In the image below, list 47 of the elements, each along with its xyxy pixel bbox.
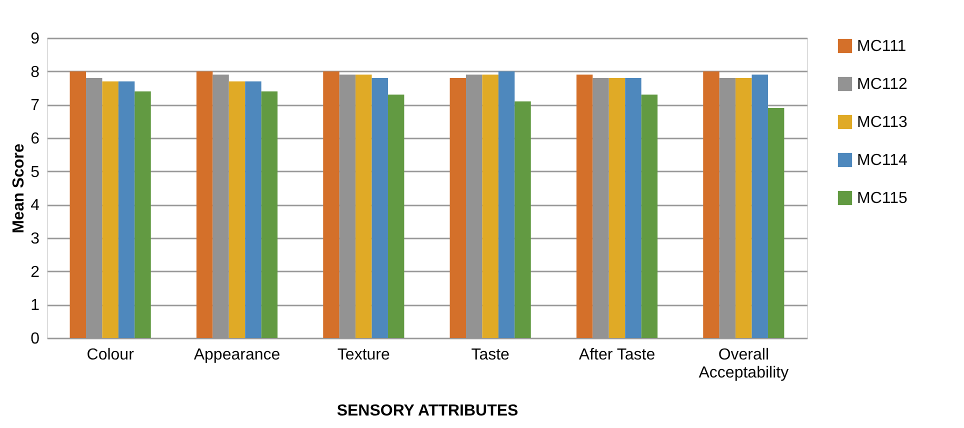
- y-tick-label: 5: [30, 164, 40, 181]
- bar: [736, 78, 752, 338]
- bar: [372, 78, 388, 338]
- bar: [356, 74, 372, 338]
- bar: [102, 81, 118, 338]
- x-tick-label: After Taste: [578, 346, 656, 364]
- x-tick-label: Appearance: [194, 346, 280, 364]
- bar: [482, 74, 498, 338]
- bar: [752, 74, 768, 338]
- y-tick-label: 2: [30, 264, 40, 281]
- bar: [261, 91, 278, 338]
- x-tick-label: Colour: [86, 346, 135, 364]
- y-tick-label: 9: [30, 30, 40, 48]
- x-tick-label: Taste: [471, 346, 510, 364]
- y-tick-label: 7: [30, 97, 40, 114]
- bar: [245, 81, 262, 338]
- legend-label: MC112: [857, 76, 908, 93]
- bar: [70, 71, 86, 338]
- bar: [388, 94, 404, 338]
- y-tick-label: 8: [30, 64, 40, 81]
- y-tick-label: 0: [30, 330, 40, 348]
- y-axis-title: Mean Score: [10, 143, 28, 234]
- legend-label: MC114: [857, 152, 908, 169]
- y-tick-label: 6: [30, 130, 40, 148]
- x-tick-label: Overall Acceptability: [698, 346, 789, 382]
- legend-label: MC113: [857, 114, 908, 131]
- y-tick-label: 3: [30, 230, 40, 248]
- legend-label: MC111: [857, 38, 906, 55]
- x-tick-label: Texture: [337, 346, 390, 364]
- bar: [450, 78, 466, 338]
- bar: [514, 101, 531, 338]
- bar: [228, 81, 246, 338]
- bar: [641, 94, 658, 338]
- y-tick-label: 4: [30, 197, 40, 214]
- bar: [323, 71, 340, 338]
- bar: [608, 78, 626, 338]
- bar: [768, 108, 784, 338]
- bar: [134, 91, 151, 338]
- y-tick-label: 1: [30, 297, 40, 314]
- bar: [196, 71, 213, 338]
- x-axis-title: SENSORY ATTRIBUTES: [336, 402, 518, 420]
- bar: [498, 71, 515, 338]
- bar: [703, 71, 720, 338]
- bar: [576, 74, 593, 338]
- legend-label: MC115: [857, 190, 908, 207]
- bar: [118, 81, 135, 338]
- bar: [625, 78, 642, 338]
